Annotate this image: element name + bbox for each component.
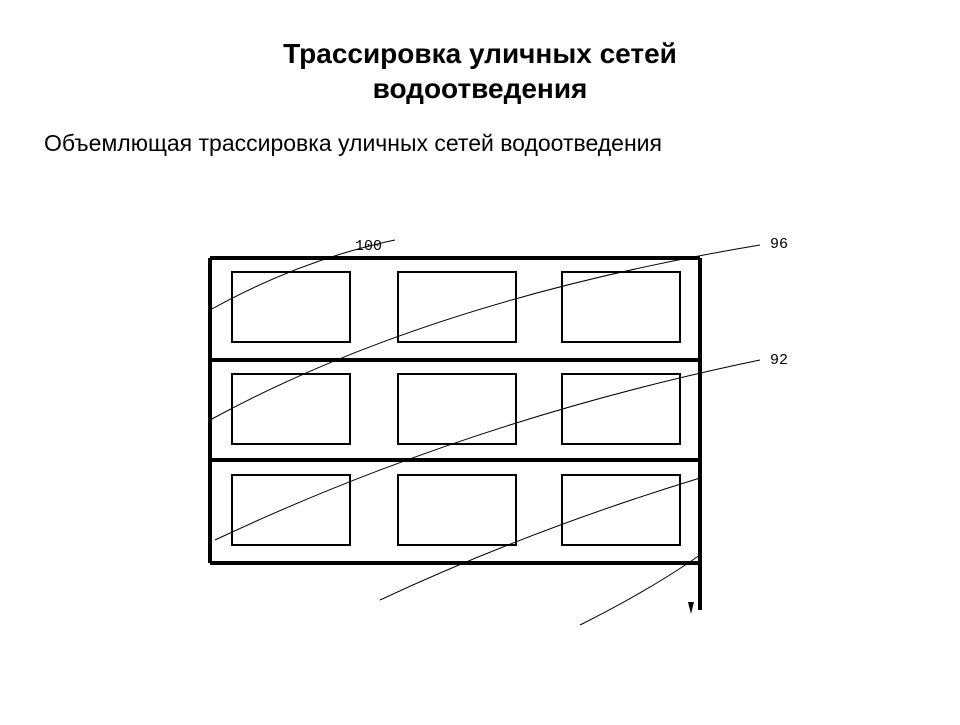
diagram-svg xyxy=(0,0,960,720)
contour-label: 100 xyxy=(355,238,382,255)
routing-diagram: 100 96 92 xyxy=(0,0,960,720)
contour-label: 96 xyxy=(770,236,788,253)
contour-label: 92 xyxy=(770,352,788,369)
